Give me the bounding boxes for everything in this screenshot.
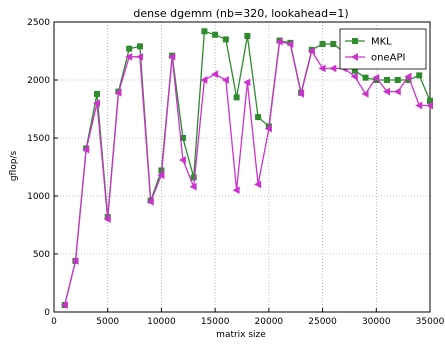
- data-point: [319, 41, 326, 48]
- data-point: [232, 186, 240, 195]
- data-point: [425, 101, 433, 110]
- data-point: [146, 197, 154, 206]
- data-point: [275, 37, 283, 46]
- data-point: [114, 88, 122, 97]
- data-point: [126, 45, 133, 52]
- data-point: [415, 101, 423, 110]
- data-point: [330, 41, 337, 48]
- data-point: [254, 180, 262, 189]
- legend-item: MKL: [345, 37, 392, 48]
- x-axis-label: matrix size: [216, 330, 266, 340]
- data-point: [297, 90, 305, 98]
- legend-marker: [350, 53, 358, 61]
- legend: MKL oneAPI: [339, 28, 427, 70]
- data-point: [350, 72, 358, 81]
- data-point: [201, 28, 208, 35]
- legend-label: MKL: [371, 37, 392, 48]
- chart-title: dense dgemm (nb=320, lookahead=1): [133, 7, 348, 20]
- data-point: [60, 301, 68, 309]
- data-point: [416, 72, 423, 79]
- x-tick-label: 20000: [255, 317, 284, 327]
- data-point: [190, 174, 197, 181]
- data-point: [286, 40, 294, 48]
- data-point: [221, 76, 229, 84]
- data-point: [362, 74, 369, 81]
- y-tick-label: 1500: [27, 134, 50, 144]
- y-tick-label: 2000: [27, 76, 50, 86]
- data-point: [244, 32, 251, 39]
- data-point: [178, 156, 186, 164]
- x-tick-label: 30000: [362, 317, 391, 327]
- data-point: [243, 78, 251, 87]
- series-oneapi: [60, 37, 433, 309]
- data-point: [382, 87, 391, 96]
- data-point: [404, 72, 412, 81]
- x-tick-label: 5000: [96, 317, 119, 327]
- data-point: [71, 257, 79, 265]
- data-point: [211, 70, 219, 79]
- x-tick-label: 15000: [201, 317, 230, 327]
- data-point: [200, 76, 208, 84]
- data-point: [93, 90, 100, 97]
- data-point: [264, 124, 272, 133]
- x-tick-label: 25000: [308, 317, 337, 327]
- data-point: [318, 64, 326, 73]
- axes: 0 5000 10000 15000 20000 25000 30000 35000 0 500 1…: [27, 18, 444, 327]
- data-point: [384, 77, 391, 83]
- legend-marker: [352, 38, 358, 44]
- data-point: [168, 52, 176, 61]
- x-tick-label: 0: [51, 317, 57, 327]
- legend-label: oneAPI: [371, 53, 405, 64]
- series-mkl: [61, 28, 433, 309]
- y-axis-label: gflop/s: [9, 151, 19, 182]
- data-point: [222, 36, 229, 43]
- data-point: [307, 47, 315, 55]
- data-point: [157, 171, 165, 179]
- y-tick-label: 500: [33, 250, 50, 260]
- data-point: [372, 73, 380, 82]
- plot-frame: [53, 21, 431, 313]
- data-point: [82, 145, 90, 154]
- data-point: [92, 99, 100, 108]
- y-tick-label: 2500: [27, 18, 50, 28]
- y-tick-label: 1000: [27, 192, 50, 202]
- data-point: [361, 90, 369, 98]
- x-tick-label: 10000: [147, 317, 176, 327]
- data-point: [125, 52, 133, 61]
- x-tick-label: 35000: [416, 317, 445, 327]
- data-point: [135, 52, 143, 61]
- series-line: [64, 30, 431, 306]
- data-point: [394, 77, 401, 83]
- data-point: [189, 182, 197, 191]
- series-layer: [60, 28, 433, 309]
- data-point: [103, 215, 111, 224]
- y-tick-label: 0: [44, 308, 50, 318]
- data-point: [233, 94, 240, 101]
- data-point: [329, 64, 337, 73]
- data-point: [393, 87, 401, 96]
- data-point: [255, 114, 262, 121]
- data-point: [212, 31, 219, 38]
- legend-item: oneAPI: [345, 53, 405, 64]
- legend-box: [339, 28, 427, 70]
- data-point: [136, 43, 143, 50]
